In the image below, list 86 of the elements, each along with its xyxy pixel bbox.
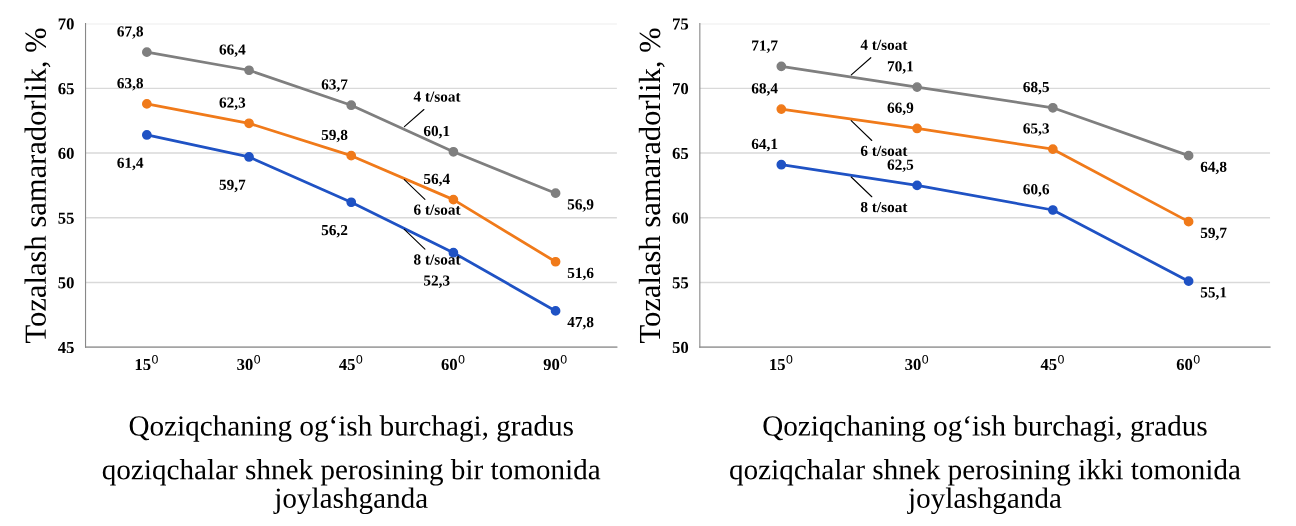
data-label: 65,3: [1023, 123, 1050, 136]
point: [448, 146, 459, 157]
point: [912, 180, 922, 191]
point: [1183, 216, 1194, 227]
data-label: 55,1: [1200, 287, 1227, 300]
point: [1183, 276, 1194, 287]
point: [346, 150, 357, 161]
y-tick-label: 50: [672, 341, 689, 354]
point: [244, 118, 254, 129]
series-label: 4 t/soat: [413, 91, 461, 102]
y-tick-label: 70: [58, 18, 74, 30]
series-label: 8 t/soat: [413, 254, 461, 265]
data-label: 47,8: [567, 316, 594, 330]
data-label: 68,5: [1023, 81, 1049, 95]
data-label: 52,3: [423, 275, 450, 288]
data-label: 60,1: [423, 125, 450, 139]
data-label: 68,4: [751, 83, 778, 96]
y-tick-label: 65: [672, 147, 689, 160]
y-tick-label: 55: [58, 212, 74, 224]
series-label: 6 t/soat: [860, 145, 908, 156]
y-axis-title: Tozalash samaradorlik, %: [24, 28, 51, 343]
text: qoziqchalar shnek perosining bir tomonida joylashganda: [102, 459, 601, 515]
data-label: 66,4: [219, 44, 246, 57]
x-tick-label: 60$^{0}$: [1176, 354, 1200, 371]
x-tick-label: 60$^{0}$: [441, 354, 465, 371]
x-tick-label: 90$^{0}$: [543, 354, 567, 371]
data-label: 56,4: [423, 173, 450, 187]
point: [141, 47, 152, 57]
series-label: 6 t/soat: [414, 204, 461, 215]
y-tick-label: 60: [58, 147, 74, 160]
point: [244, 65, 254, 76]
y-tick-label: 45: [57, 341, 74, 354]
data-label: 67,8: [117, 26, 144, 39]
point: [346, 100, 357, 111]
x-tick-label: 45$^{0}$: [339, 354, 363, 371]
x-tick-label: 45$^{0}$: [1040, 354, 1064, 371]
y-tick-label: 55: [672, 277, 689, 289]
point: [550, 188, 561, 199]
y-tick-label: 70: [673, 83, 689, 95]
point: [141, 130, 152, 140]
data-label: 59,7: [219, 179, 246, 193]
data-label: 71,7: [752, 40, 778, 53]
point: [346, 197, 357, 208]
x-axis-title: Qoziqchaning og‘ish burchagi, gradus: [129, 415, 573, 442]
x-tick-label: 15$^{0}$: [770, 354, 793, 371]
point: [912, 123, 922, 134]
point: [776, 159, 787, 170]
point: [550, 256, 561, 267]
y-tick-label: 65: [58, 83, 74, 95]
data-label: 59,7: [1200, 227, 1227, 241]
data-label: 64,8: [1200, 161, 1227, 175]
data-label: 56,2: [321, 224, 348, 238]
x-tick-label: 30$^{0}$: [905, 354, 929, 371]
data-label: 63,8: [117, 77, 144, 91]
point: [550, 306, 561, 316]
point: [244, 152, 254, 162]
data-label: 51,6: [567, 267, 594, 281]
x-tick-label: 30$^{0}$: [237, 354, 261, 371]
data-label: 70,1: [887, 61, 913, 74]
point: [141, 99, 152, 109]
data-label: 60,6: [1023, 184, 1050, 197]
point: [1047, 102, 1058, 113]
data-label: 63,7: [321, 79, 348, 92]
data-label: 62,3: [219, 97, 246, 110]
data-label: 62,5: [887, 159, 914, 173]
point: [1047, 205, 1058, 215]
point: [776, 104, 787, 114]
x-tick-label: 15$^{0}$: [135, 354, 158, 371]
x-axis-title: Qoziqchaning og‘ish burchagi, gradus: [763, 415, 1207, 442]
point: [912, 82, 922, 92]
point: [776, 61, 787, 72]
data-label: 61,4: [117, 157, 144, 171]
data-label: 64,1: [751, 138, 778, 152]
data-label: 66,9: [887, 102, 914, 116]
data-label: 59,8: [321, 129, 348, 143]
y-tick-label: 60: [672, 212, 689, 224]
data-label: 56,9: [567, 199, 594, 212]
y-axis-title: Tozalash samaradorlik, %: [638, 28, 665, 343]
point: [448, 194, 459, 205]
text: qoziqchalar shnek perosining ikki tomonida joylashganda: [730, 459, 1241, 515]
series-label: 4 t/soat: [860, 39, 908, 50]
series-label: 8 t/soat: [860, 201, 908, 213]
y-tick-label: 50: [58, 277, 74, 289]
point: [1047, 144, 1058, 155]
y-tick-label: 75: [673, 18, 689, 30]
point: [1183, 150, 1194, 161]
